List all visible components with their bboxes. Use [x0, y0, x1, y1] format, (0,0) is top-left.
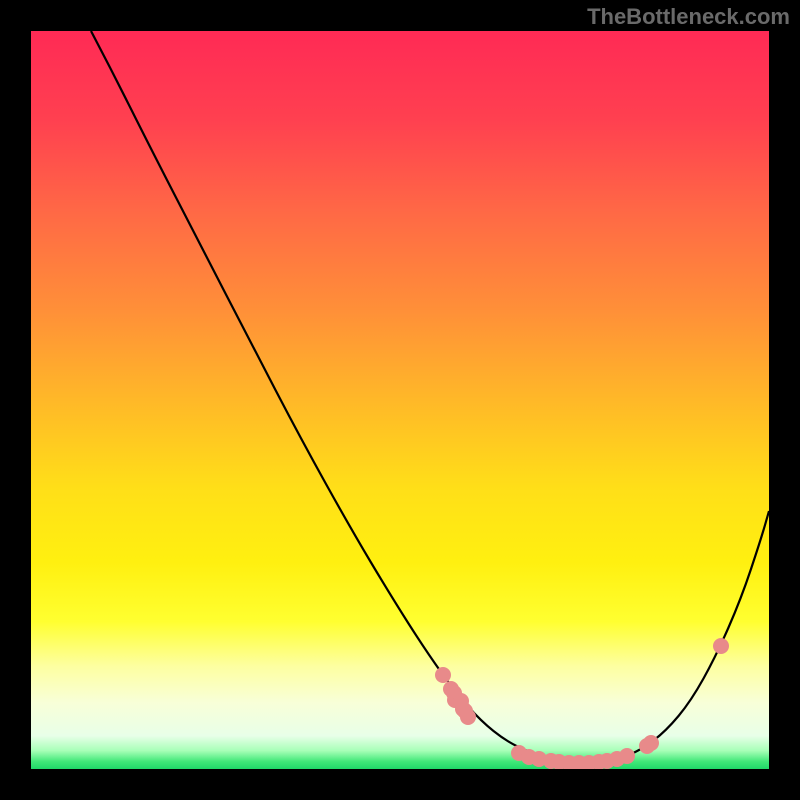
- data-markers-group: [435, 638, 729, 769]
- data-marker: [643, 735, 659, 751]
- data-marker: [713, 638, 729, 654]
- data-marker: [460, 709, 476, 725]
- data-marker: [435, 667, 451, 683]
- watermark-text: TheBottleneck.com: [587, 4, 790, 30]
- curve-layer: [31, 31, 769, 769]
- plot-area: [31, 31, 769, 769]
- data-marker: [619, 748, 635, 764]
- bottleneck-curve: [91, 31, 769, 762]
